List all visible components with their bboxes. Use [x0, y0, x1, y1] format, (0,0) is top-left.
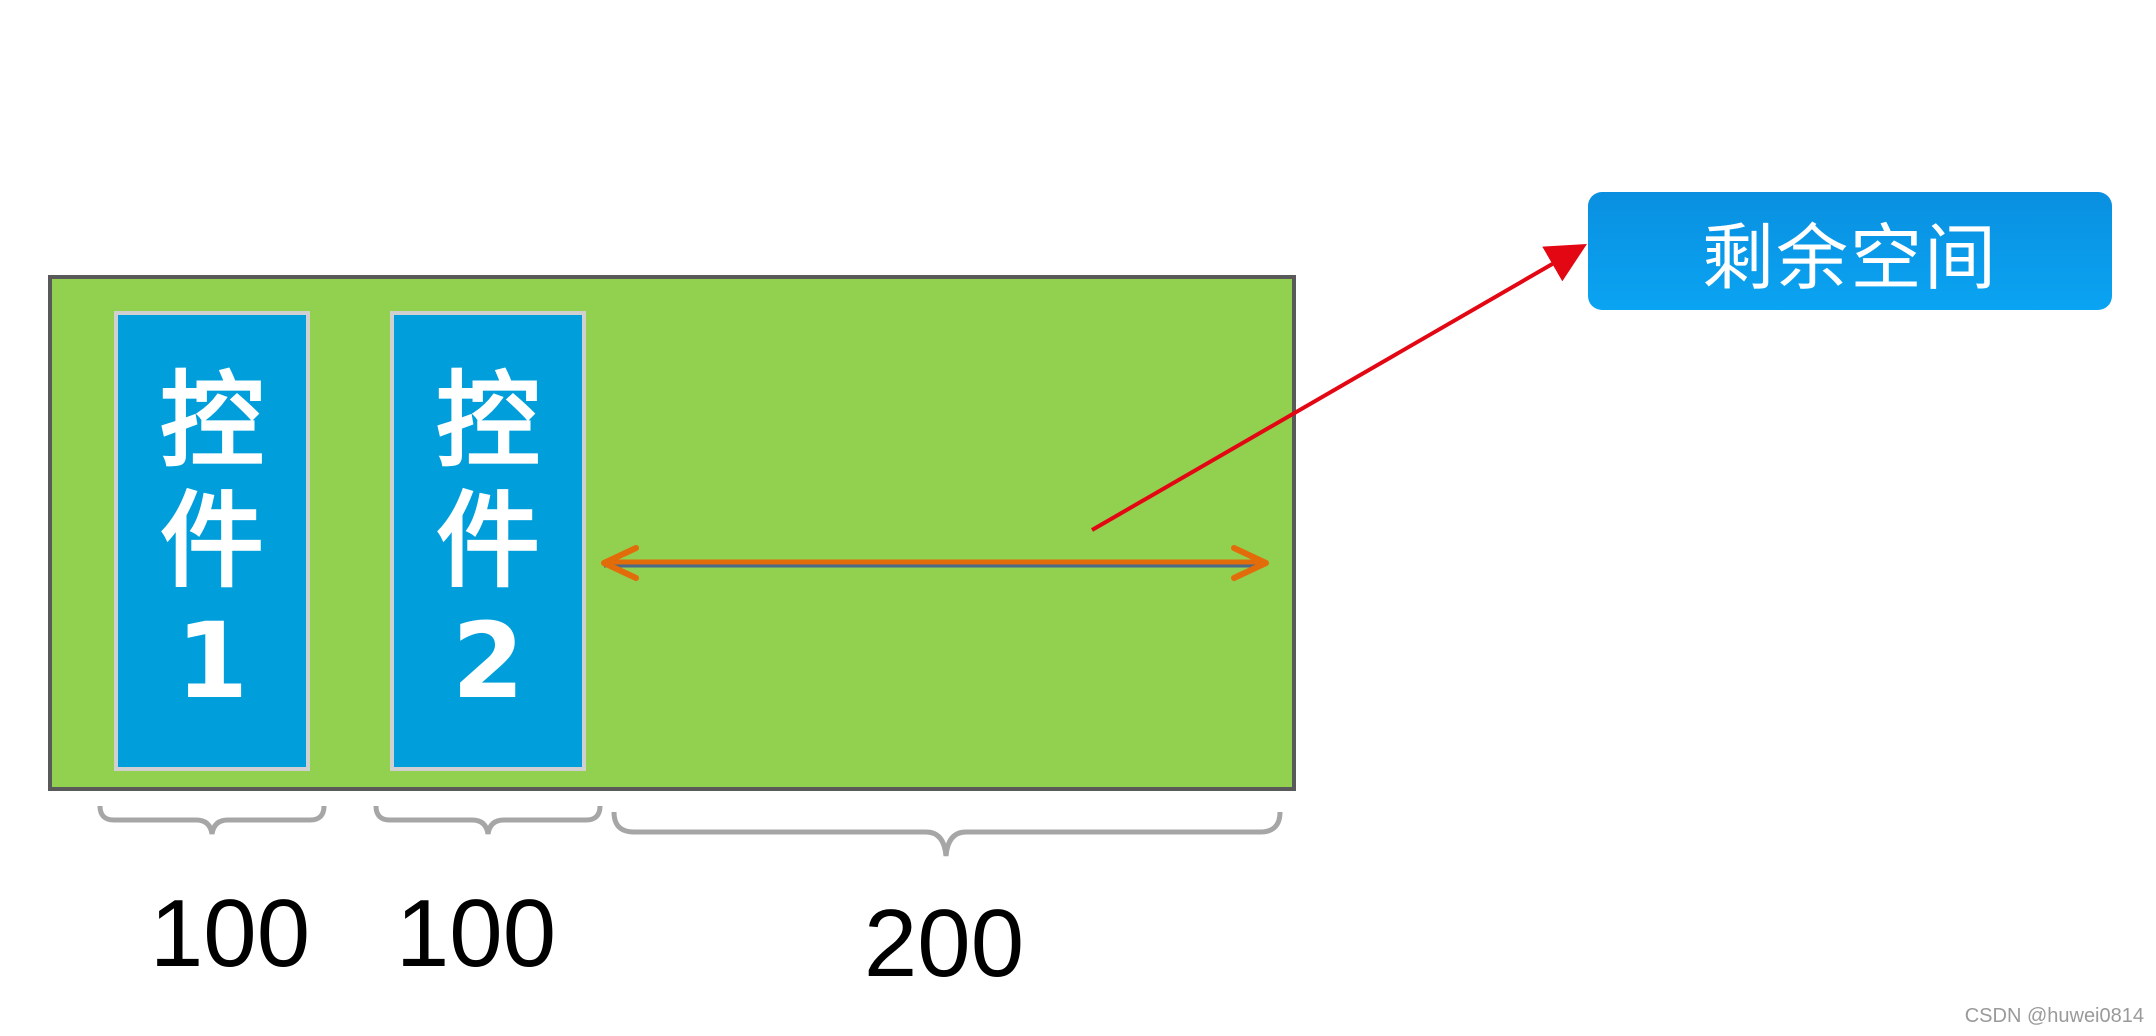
control-2: 控 件 2: [390, 311, 586, 771]
span-arrow-right-head: [1231, 545, 1269, 581]
control-2-number: 2: [451, 600, 525, 722]
control-1-char-2: 件: [159, 480, 264, 602]
width-label-control-1: 100: [149, 880, 311, 987]
control-1-char-1: 控: [159, 360, 264, 482]
watermark: CSDN @huwei0814: [1964, 1005, 2144, 1027]
control-1-number: 1: [175, 600, 249, 722]
remaining-space-callout: 剩余空间: [1588, 192, 2112, 310]
control-2-char-1: 控: [435, 360, 540, 482]
control-1: 控 件 1: [114, 311, 310, 771]
brace-1: [97, 805, 327, 835]
width-label-remaining-space: 200: [863, 890, 1025, 997]
brace-2: [373, 805, 603, 835]
span-arrow: [601, 545, 1269, 581]
width-label-control-2: 100: [395, 880, 557, 987]
control-2-char-2: 件: [435, 480, 540, 602]
brace-3: [611, 811, 1283, 857]
span-arrow-left-head: [601, 545, 639, 581]
pointer-arrow: [1090, 243, 1587, 532]
